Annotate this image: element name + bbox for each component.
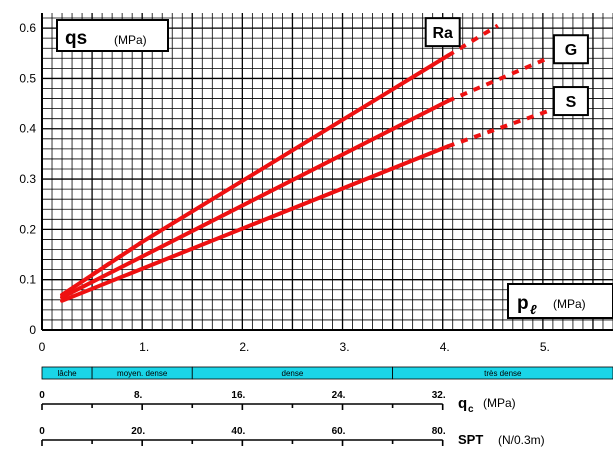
y-tick-label: 0.4	[19, 122, 36, 136]
labels: Ra G S	[424, 17, 589, 117]
qc-scale: 0 8. 16. 24. 32.	[39, 390, 446, 410]
series-ra-label-box	[424, 17, 461, 48]
x-tick-label: 5.	[540, 340, 550, 354]
y-unit: (MPa)	[114, 33, 147, 47]
series-g-label-box	[552, 34, 589, 65]
y-tick-label: 0.2	[19, 222, 36, 236]
x-tick-label: 0	[39, 340, 46, 354]
spt-unit-symbol: SPT	[458, 432, 483, 447]
x-tick-label: 2.	[239, 340, 249, 354]
spt-scale: 0 20. 40. 60. 80.	[39, 426, 446, 446]
x-unit-subscript: ℓ	[530, 302, 537, 317]
y-tick-label: 0.6	[19, 21, 36, 35]
density-band-label: dense	[282, 369, 304, 378]
grid	[41, 13, 613, 330]
series-s-line	[60, 144, 450, 303]
y-tick-label: 0.3	[19, 172, 36, 186]
series-ra-line	[60, 53, 450, 297]
spt-scale-label: 0	[39, 426, 45, 437]
series-s-label-box	[552, 86, 589, 117]
qc-unit: q c (MPa)	[458, 395, 516, 415]
series-g-label: G	[565, 42, 577, 59]
y-tick-label: 0.5	[19, 71, 36, 85]
y-unit-symbol: qs	[65, 28, 87, 49]
qc-scale-label: 8.	[134, 390, 143, 401]
qc-unit-symbol: q	[458, 395, 467, 412]
density-band	[392, 366, 613, 380]
density-band-label: très dense	[484, 369, 522, 378]
spt-unit: SPT (N/0.3m)	[458, 432, 545, 447]
axes: 0 1. 2. 3. 4. 5. 0 0.1 0.2 0.3 0.4 0.5 0.6	[19, 13, 613, 354]
qc-scale-label: 32.	[432, 390, 446, 401]
series-s-label: S	[566, 94, 577, 111]
series-s-dashed-high	[447, 109, 549, 149]
qc-unit-subscript: c	[468, 404, 474, 415]
y-tick-label: 0	[29, 323, 36, 337]
series-lines	[60, 23, 549, 303]
qc-scale-label: 0	[39, 390, 45, 401]
x-unit: (MPa)	[553, 297, 586, 311]
qc-scale-label: 24.	[332, 390, 346, 401]
qc-unit: (MPa)	[483, 396, 516, 410]
spt-scale-label: 60.	[332, 426, 346, 437]
density-bands: lâche moyen. dense dense très dense	[41, 366, 613, 380]
x-tick-label: 3.	[340, 340, 350, 354]
series-ra-label: Ra	[432, 25, 453, 42]
y-unit-box: qs (MPa)	[56, 19, 169, 52]
qc-scale-label: 16.	[231, 390, 245, 401]
series-g-line	[60, 99, 450, 300]
spt-scale-label: 80.	[432, 426, 446, 437]
x-tick-label: 1.	[139, 340, 149, 354]
spt-scale-label: 20.	[131, 426, 145, 437]
x-unit-box: p ℓ (MPa)	[507, 283, 613, 319]
density-band-label: lâche	[57, 369, 77, 378]
x-unit-symbol: p	[517, 293, 529, 314]
x-tick-label: 4.	[440, 340, 450, 354]
density-band-label: moyen. dense	[117, 369, 168, 378]
y-tick-label: 0.1	[19, 273, 36, 287]
spt-unit: (N/0.3m)	[498, 433, 545, 447]
series-g-dashed-high	[446, 56, 549, 103]
spt-scale-label: 40.	[231, 426, 245, 437]
series-ra-dashed-high	[446, 23, 499, 58]
